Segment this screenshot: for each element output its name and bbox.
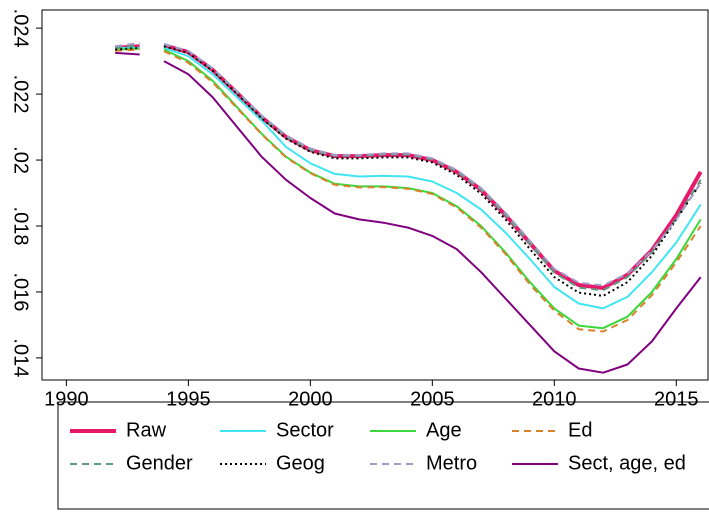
legend-label: Sect, age, ed — [568, 452, 686, 474]
x-tick-label: 2015 — [654, 388, 699, 410]
legend-label: Gender — [126, 452, 193, 474]
legend-label: Sector — [276, 419, 334, 441]
y-tick-label: .022 — [10, 75, 32, 114]
x-tick-label: 2000 — [288, 388, 333, 410]
legend-label: Age — [426, 419, 462, 441]
legend-label: Ed — [568, 419, 592, 441]
series-line — [115, 45, 702, 297]
x-tick-label: 2010 — [532, 388, 577, 410]
series-line — [115, 43, 703, 290]
y-tick-label: .024 — [10, 9, 32, 48]
series-line — [115, 42, 702, 287]
legend-label: Raw — [126, 419, 167, 441]
plot-frame — [41, 9, 709, 381]
series-line — [115, 51, 702, 374]
legend-box — [57, 401, 709, 510]
x-tick-label: 1990 — [44, 388, 89, 410]
series-line — [115, 43, 702, 292]
y-tick-label: .014 — [10, 338, 32, 377]
legend-label: Geog — [276, 452, 325, 474]
y-tick-label: .018 — [10, 207, 32, 246]
y-tick-label: .016 — [10, 272, 32, 311]
x-tick-label: 2005 — [410, 388, 455, 410]
legend-label: Metro — [426, 452, 477, 474]
x-tick-label: 1995 — [166, 388, 211, 410]
series-line — [115, 48, 702, 333]
y-tick-label: .02 — [10, 146, 32, 174]
